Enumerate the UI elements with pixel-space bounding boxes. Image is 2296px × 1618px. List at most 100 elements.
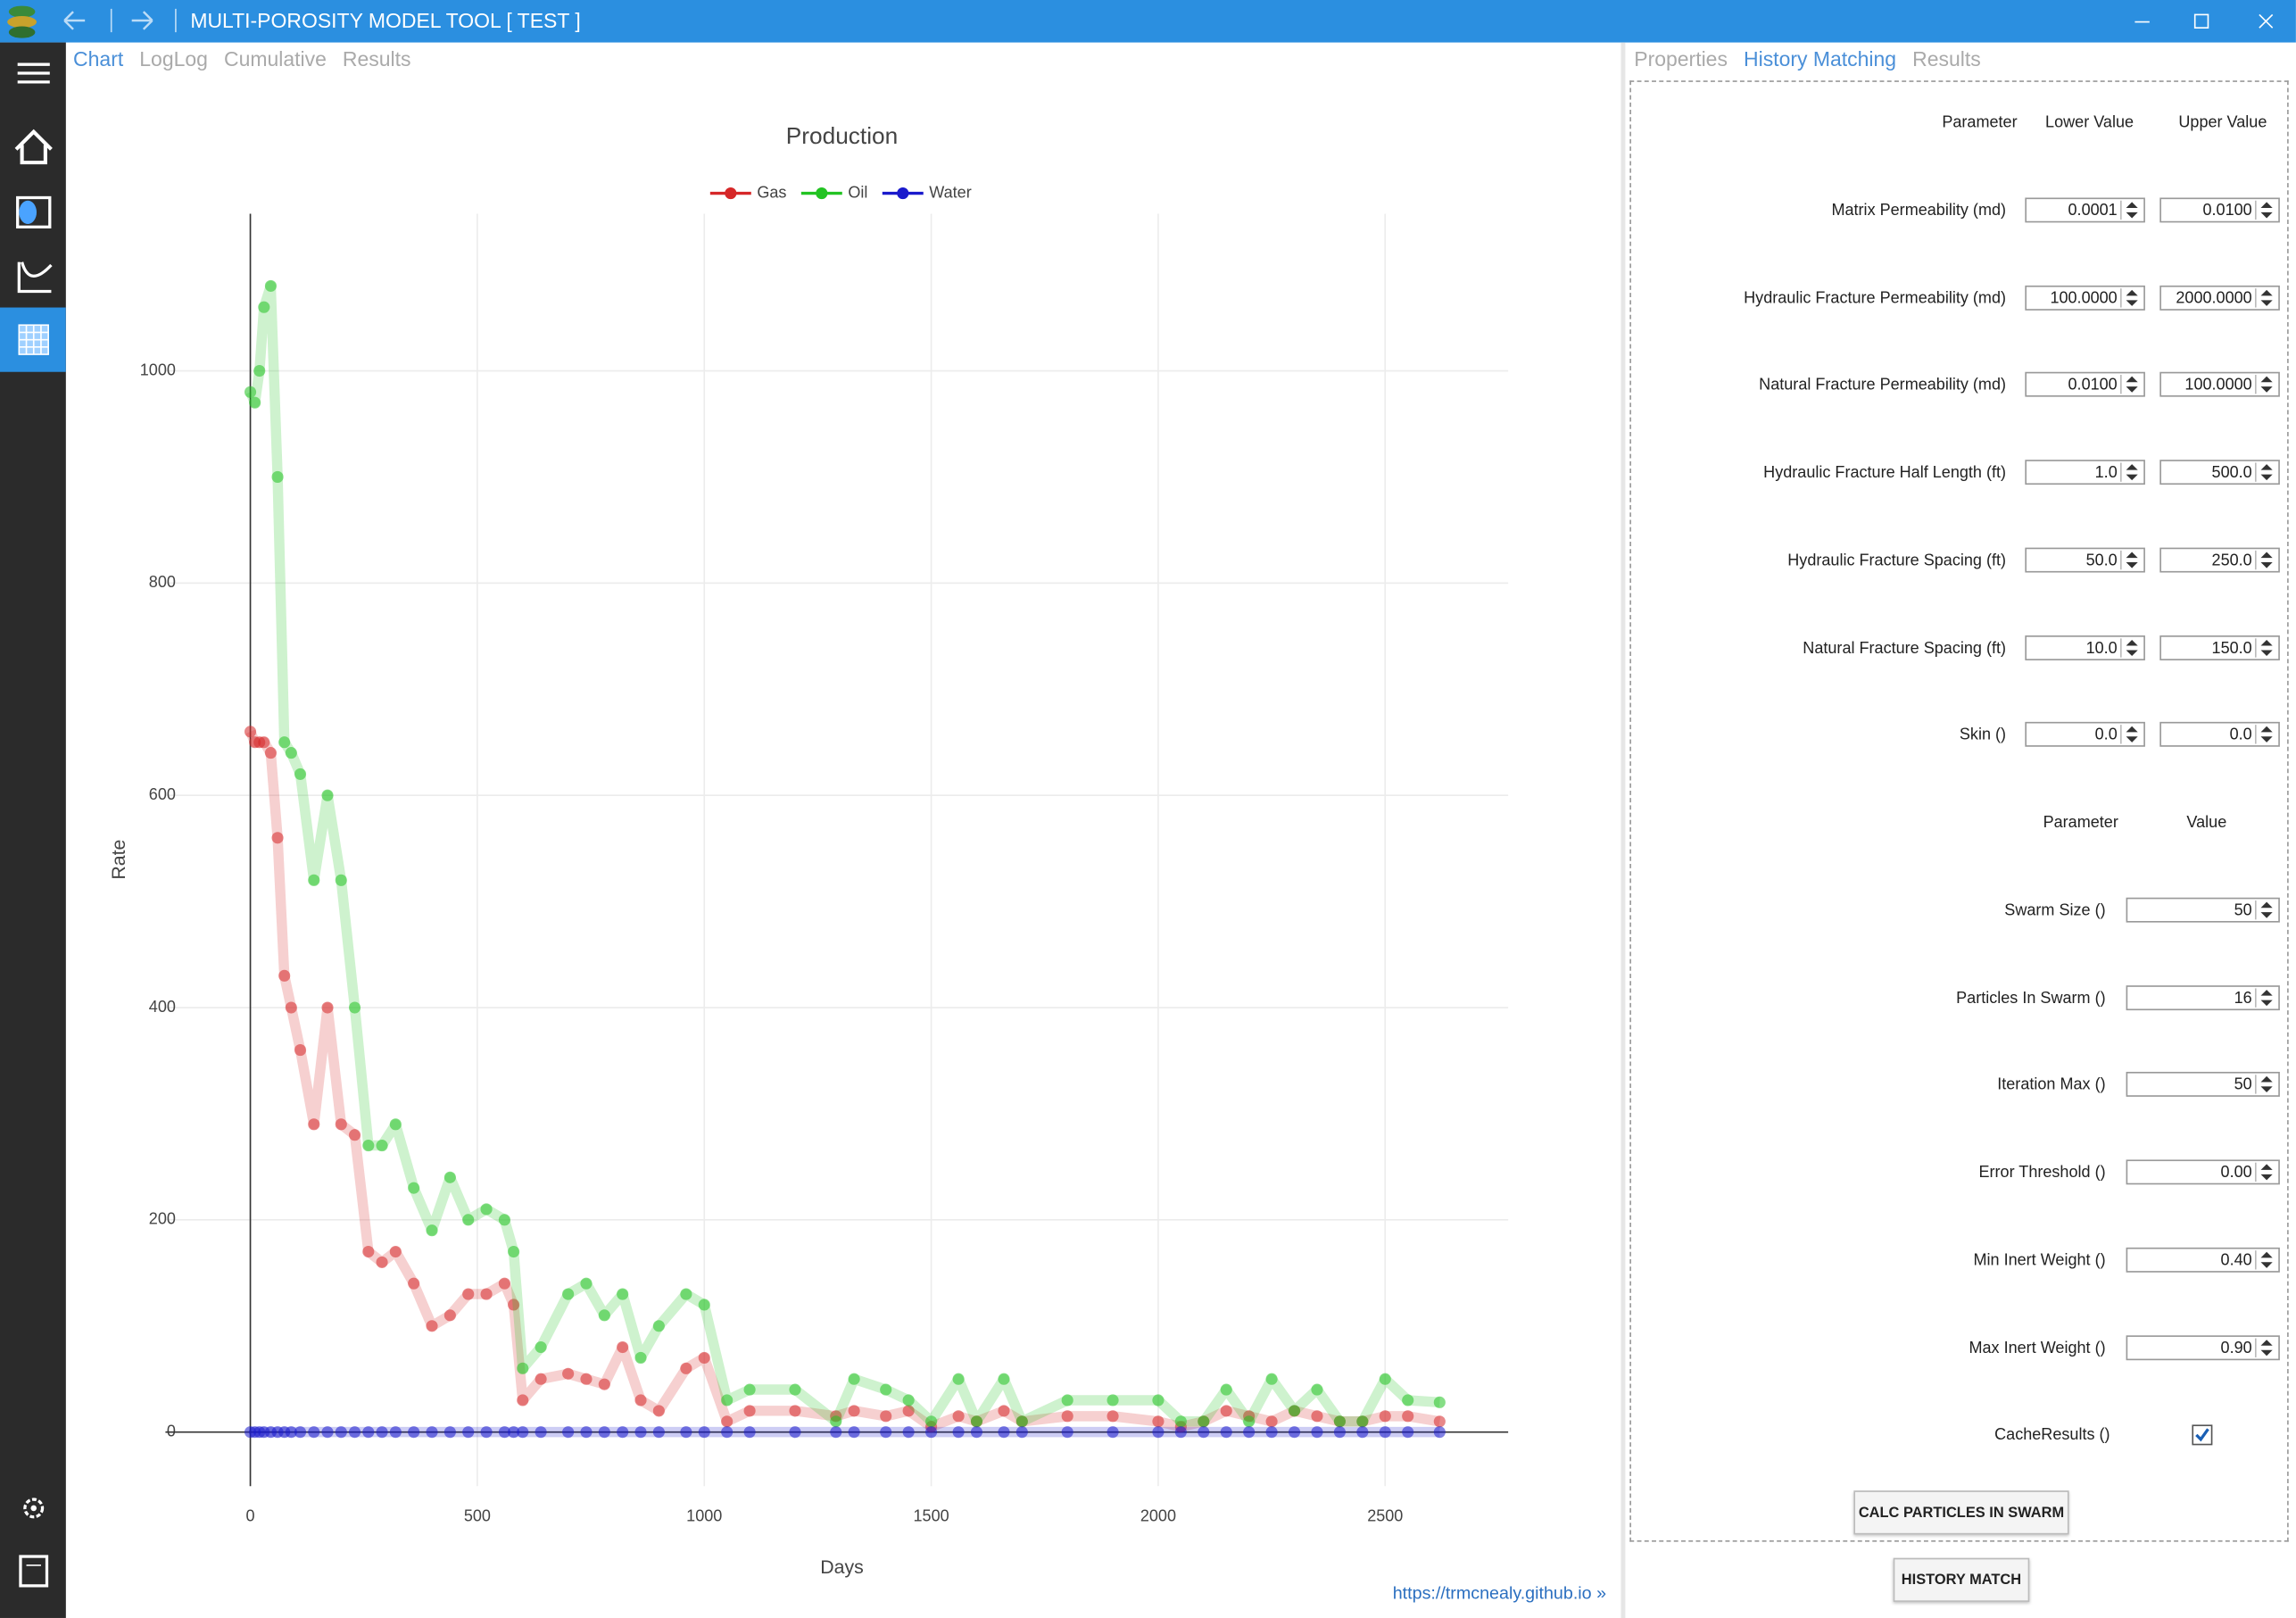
- spinner-arrows[interactable]: [2254, 550, 2277, 569]
- close-button[interactable]: [2259, 13, 2274, 29]
- number-input[interactable]: 50.0: [2025, 547, 2145, 573]
- spinner-arrows[interactable]: [2254, 375, 2277, 394]
- number-input[interactable]: 500.0: [2159, 460, 2280, 485]
- spinner-arrows[interactable]: [2120, 200, 2143, 220]
- input-value: 0.00: [2220, 1164, 2252, 1182]
- setting-label: Min Inert Weight (): [1973, 1251, 2106, 1270]
- data-point: [376, 1426, 388, 1439]
- tab[interactable]: LogLog: [139, 46, 208, 71]
- tab[interactable]: Results: [342, 46, 411, 71]
- spinner-arrows[interactable]: [2254, 200, 2277, 220]
- spinner-arrows[interactable]: [2254, 1162, 2277, 1182]
- number-input[interactable]: 0.0001: [2025, 197, 2145, 223]
- series: [244, 1426, 1446, 1439]
- panel-splitter[interactable]: [1620, 42, 1626, 1618]
- table-button[interactable]: [18, 324, 49, 355]
- number-input[interactable]: 10.0: [2025, 635, 2145, 660]
- number-input[interactable]: 0.0100: [2025, 372, 2145, 398]
- data-point: [335, 1426, 347, 1439]
- number-input[interactable]: 1.0: [2025, 460, 2145, 485]
- website-link[interactable]: https://trmcnealy.github.io »: [1392, 1582, 1607, 1604]
- column-header: Upper Value: [2178, 113, 2267, 132]
- maximize-button[interactable]: [2193, 13, 2209, 29]
- checkbox-label: CacheResults (): [1994, 1426, 2110, 1444]
- input-value: 2000.0000: [2176, 289, 2252, 308]
- data-point: [426, 1224, 438, 1237]
- title-bar: MULTI-POROSITY MODEL TOOL [ TEST ]: [0, 0, 2296, 43]
- data-point: [743, 1405, 756, 1417]
- tab[interactable]: History Matching: [1744, 46, 1897, 71]
- spinner-arrows[interactable]: [2254, 1337, 2277, 1357]
- number-input[interactable]: 100.0000: [2159, 372, 2280, 398]
- data-point: [1015, 1426, 1028, 1439]
- spinner-arrows[interactable]: [2120, 462, 2143, 482]
- data-point: [1265, 1373, 1278, 1385]
- input-value: 250.0: [2211, 552, 2252, 569]
- spinner-arrows[interactable]: [2120, 637, 2143, 657]
- tab[interactable]: Results: [1912, 46, 1981, 71]
- data-point: [443, 1309, 456, 1322]
- spinner-arrows[interactable]: [2120, 375, 2143, 394]
- log-button[interactable]: [19, 1555, 49, 1588]
- spinner-arrows[interactable]: [2254, 1249, 2277, 1270]
- data-point: [680, 1288, 692, 1300]
- column-header: Lower Value: [2045, 113, 2134, 132]
- tab[interactable]: Cumulative: [223, 46, 327, 71]
- data-point: [278, 736, 291, 749]
- back-button[interactable]: [63, 11, 86, 30]
- tab[interactable]: Properties: [1634, 46, 1728, 71]
- number-input[interactable]: 0.40: [2126, 1247, 2280, 1273]
- data-point: [517, 1426, 529, 1439]
- data-point: [498, 1426, 510, 1439]
- y-axis-label: Rate: [108, 840, 129, 880]
- chart-button[interactable]: [17, 261, 53, 294]
- number-input[interactable]: 50: [2126, 1072, 2280, 1098]
- setting-label: Max Inert Weight (): [1969, 1339, 2106, 1357]
- parameter-label: Hydraulic Fracture Spacing (ft): [1787, 552, 2007, 569]
- number-input[interactable]: 2000.0000: [2159, 285, 2280, 311]
- data-point: [389, 1426, 402, 1439]
- spinner-arrows[interactable]: [2254, 287, 2277, 308]
- forward-button[interactable]: [131, 11, 153, 30]
- data-point: [1061, 1410, 1073, 1423]
- input-value: 16: [2234, 989, 2252, 1008]
- number-input[interactable]: 100.0000: [2025, 285, 2145, 311]
- number-input[interactable]: 0.90: [2126, 1334, 2280, 1360]
- button[interactable]: HISTORY MATCH: [1893, 1557, 2030, 1602]
- series-trace: [245, 280, 1440, 1427]
- tab[interactable]: Chart: [73, 46, 124, 71]
- number-input[interactable]: 0.0100: [2159, 197, 2280, 223]
- number-input[interactable]: 50: [2126, 897, 2280, 923]
- data-point: [462, 1288, 475, 1300]
- spinner-arrows[interactable]: [2120, 550, 2143, 569]
- data-button[interactable]: [16, 195, 52, 228]
- input-value: 500.0: [2211, 464, 2252, 482]
- spinner-arrows[interactable]: [2254, 987, 2277, 1008]
- data-point: [580, 1277, 593, 1290]
- data-point: [1174, 1426, 1187, 1439]
- data-point: [443, 1426, 456, 1439]
- data-point: [376, 1140, 388, 1152]
- button[interactable]: CALC PARTICLES IN SWARM: [1853, 1490, 2069, 1535]
- spinner-arrows[interactable]: [2254, 900, 2277, 920]
- x-tick-label: 1000: [686, 1507, 722, 1525]
- spinner-arrows[interactable]: [2254, 725, 2277, 744]
- menu-button[interactable]: [17, 62, 50, 84]
- checkbox[interactable]: [2192, 1424, 2213, 1446]
- number-input[interactable]: 0.00: [2126, 1159, 2280, 1185]
- number-input[interactable]: 150.0: [2159, 635, 2280, 660]
- data-point: [970, 1426, 983, 1439]
- number-input[interactable]: 0.0: [2025, 722, 2145, 748]
- spinner-arrows[interactable]: [2254, 462, 2277, 482]
- data-point: [285, 1426, 297, 1439]
- settings-button[interactable]: [23, 1498, 45, 1519]
- number-input[interactable]: 16: [2126, 984, 2280, 1010]
- number-input[interactable]: 0.0: [2159, 722, 2280, 748]
- number-input[interactable]: 250.0: [2159, 547, 2280, 573]
- spinner-arrows[interactable]: [2254, 1075, 2277, 1095]
- home-button[interactable]: [14, 129, 53, 165]
- data-point: [848, 1405, 860, 1417]
- spinner-arrows[interactable]: [2120, 287, 2143, 308]
- spinner-arrows[interactable]: [2254, 637, 2277, 657]
- spinner-arrows[interactable]: [2120, 725, 2143, 744]
